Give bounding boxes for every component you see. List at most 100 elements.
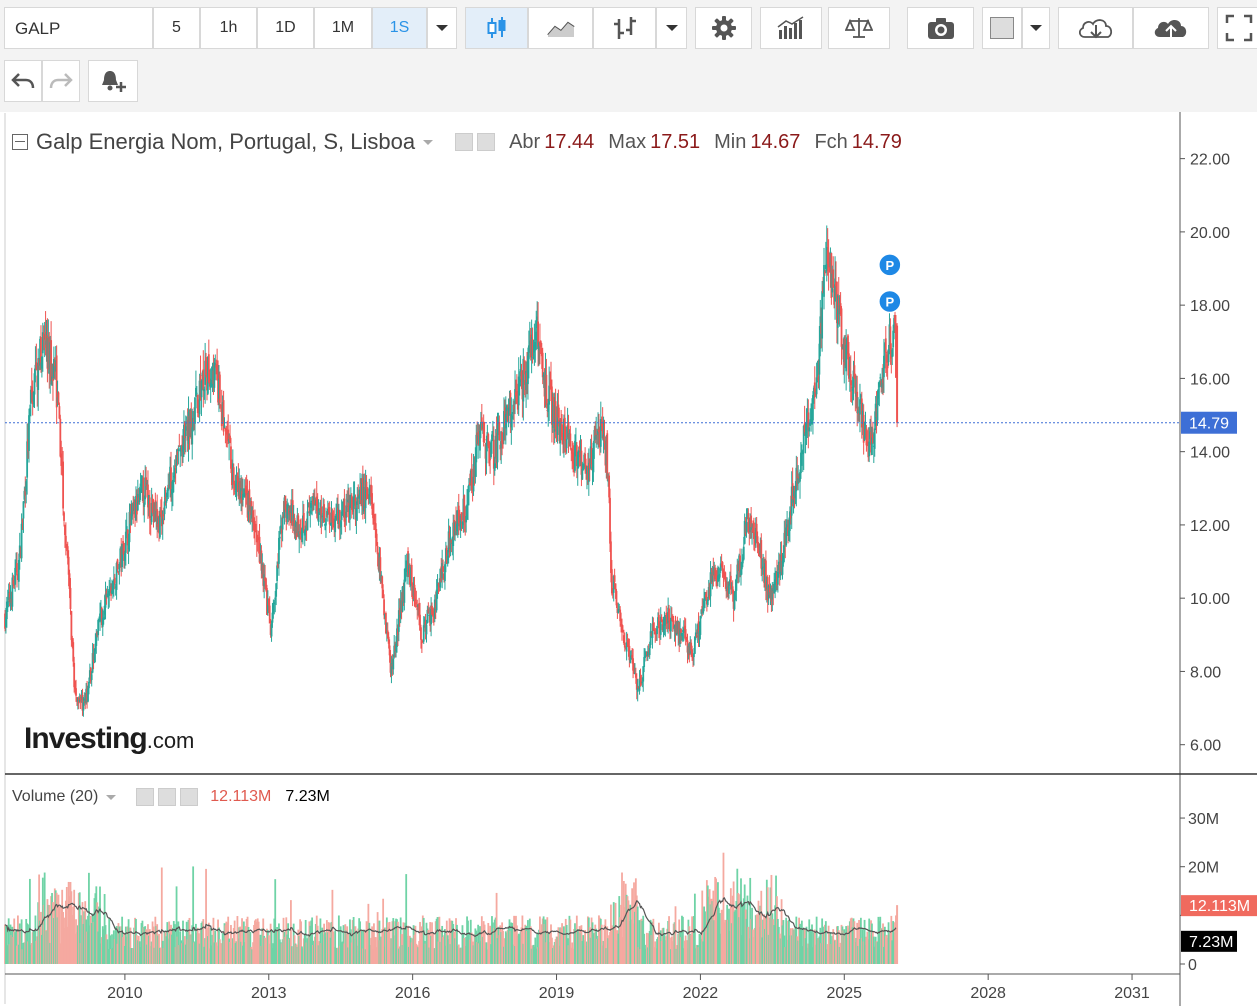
candle xyxy=(303,530,306,536)
candle xyxy=(159,512,162,514)
candle xyxy=(664,615,667,626)
candle xyxy=(68,573,71,590)
volume-bar xyxy=(5,926,7,964)
bars-chart-type-button[interactable] xyxy=(593,7,656,49)
candle xyxy=(113,577,116,584)
candle xyxy=(758,549,761,557)
volume-bar xyxy=(349,929,352,964)
volume-bar xyxy=(355,931,358,964)
candles-chart-type-button[interactable] xyxy=(465,7,528,49)
candle xyxy=(220,406,223,427)
volume-bar xyxy=(404,922,407,964)
volume-bar xyxy=(94,893,97,964)
volume-bar xyxy=(218,927,220,964)
volume-bar xyxy=(841,926,844,964)
interval-5-button[interactable]: 5 xyxy=(153,7,200,49)
volume-bar xyxy=(208,948,211,964)
candle xyxy=(896,325,899,423)
volume-bar xyxy=(193,942,195,964)
volume-bar xyxy=(363,929,366,964)
indicators-button[interactable] xyxy=(760,7,822,49)
interval-dropdown-button[interactable] xyxy=(427,7,457,49)
color-picker-button[interactable] xyxy=(982,7,1022,49)
chevron-down-icon[interactable] xyxy=(423,139,434,145)
volume-bar xyxy=(797,940,800,964)
candle xyxy=(224,427,227,429)
eye-icon[interactable] xyxy=(455,133,474,151)
volume-bar xyxy=(4,924,6,964)
symbol-input[interactable]: GALP xyxy=(4,7,153,49)
candle xyxy=(598,430,600,432)
interval-1s-button[interactable]: 1S xyxy=(372,7,427,49)
volume-bar xyxy=(262,918,265,964)
candle xyxy=(781,560,784,575)
chevron-down-icon[interactable] xyxy=(106,794,117,800)
candle xyxy=(804,432,807,436)
add-alert-button[interactable] xyxy=(88,60,138,102)
candle xyxy=(50,340,53,381)
collapse-icon[interactable] xyxy=(12,134,28,150)
undo-button[interactable] xyxy=(4,60,42,102)
volume-bar xyxy=(158,933,160,964)
volume-bar xyxy=(411,938,414,964)
eye-icon[interactable] xyxy=(136,788,155,806)
color-dropdown-button[interactable] xyxy=(1022,7,1050,49)
volume-bar xyxy=(872,936,875,964)
volume-bar xyxy=(55,892,58,964)
volume-bar xyxy=(248,932,251,964)
volume-bar xyxy=(868,918,871,964)
volume-bar xyxy=(143,926,146,964)
interval-1m-button[interactable]: 1M xyxy=(314,7,372,49)
volume-bar xyxy=(752,929,754,964)
volume-bar xyxy=(199,928,202,964)
volume-bar xyxy=(501,922,504,964)
candle xyxy=(398,607,401,615)
volume-bar xyxy=(484,947,487,964)
compare-button[interactable] xyxy=(828,7,890,49)
load-chart-button[interactable] xyxy=(1058,7,1133,49)
candle xyxy=(591,467,594,469)
candle xyxy=(807,412,810,431)
interval-1d-button[interactable]: 1D xyxy=(257,7,314,49)
price-chart[interactable]: 6.008.0010.0012.0014.0016.0018.0020.0022… xyxy=(0,112,1257,1006)
settings-button[interactable] xyxy=(695,7,752,49)
gear-icon[interactable] xyxy=(158,788,177,806)
save-chart-button[interactable] xyxy=(1133,7,1209,49)
line-chart-type-button[interactable] xyxy=(528,7,593,49)
volume-bar xyxy=(49,942,52,964)
candle xyxy=(590,447,593,465)
last-price-tag xyxy=(1181,411,1237,434)
candle xyxy=(437,583,440,585)
chart-type-dropdown-button[interactable] xyxy=(656,7,687,49)
candle xyxy=(740,569,742,576)
candle xyxy=(257,537,260,540)
interval-1h-button[interactable]: 1h xyxy=(200,7,257,49)
redo-button[interactable] xyxy=(42,60,80,102)
candle xyxy=(325,518,327,526)
low-label: Min xyxy=(714,130,747,153)
volume-bar xyxy=(859,917,862,964)
candle xyxy=(535,331,538,341)
candle xyxy=(746,516,749,519)
volume-bar xyxy=(202,919,205,964)
volume-bar xyxy=(433,948,436,964)
candle xyxy=(782,555,785,564)
candle xyxy=(686,640,689,653)
gear-icon[interactable] xyxy=(477,133,496,151)
candle xyxy=(112,579,115,585)
volume-bar xyxy=(782,920,785,964)
candle xyxy=(64,524,66,536)
volume-tag xyxy=(1181,895,1257,917)
volume-bar xyxy=(61,889,64,964)
volume-bar xyxy=(204,938,207,964)
candle xyxy=(480,417,483,430)
candle xyxy=(845,344,848,372)
candle xyxy=(231,463,234,483)
volume-bar xyxy=(115,926,118,964)
fullscreen-button[interactable] xyxy=(1217,7,1257,49)
close-icon[interactable] xyxy=(180,788,199,806)
screenshot-button[interactable] xyxy=(907,7,974,49)
volume-bar xyxy=(231,938,234,964)
volume-bar xyxy=(343,943,346,964)
volume-bar xyxy=(460,948,463,964)
